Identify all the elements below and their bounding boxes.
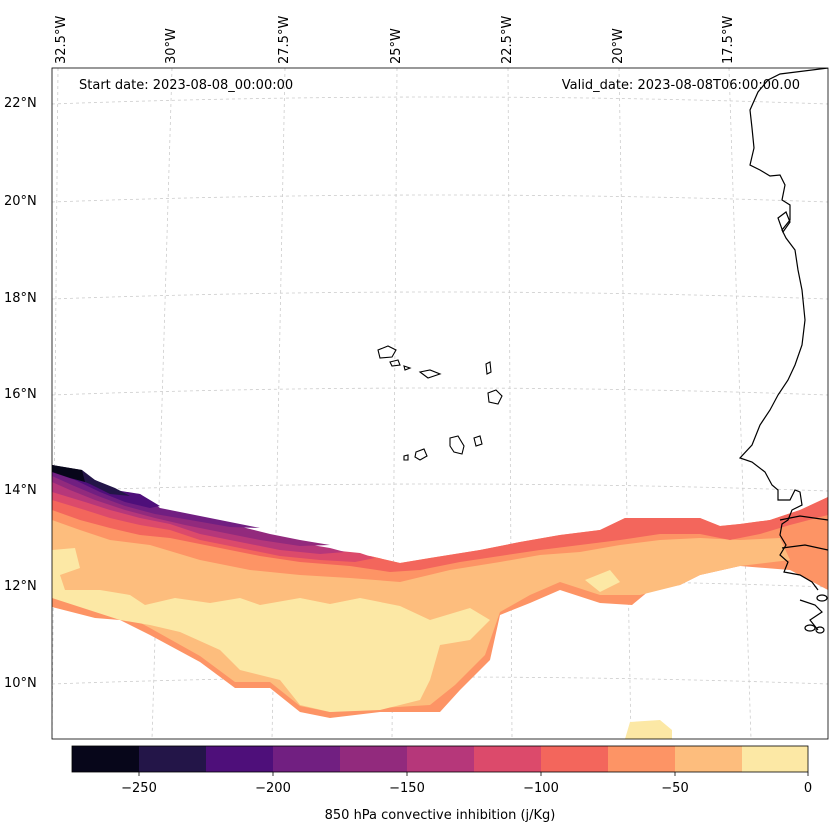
parallel-10N <box>52 676 828 685</box>
meridian-22.5W <box>507 68 513 739</box>
parallel-20N <box>52 194 828 203</box>
sao-vicente-island <box>389 359 401 367</box>
gambia-river <box>779 515 828 521</box>
fogo-island <box>414 448 428 461</box>
colorbar-segment-8 <box>541 746 608 772</box>
lon-label-25W: 25°W <box>389 28 404 64</box>
lat-label-10N: 10°N <box>4 676 37 691</box>
lon-label-27.5W: 27.5°W <box>277 15 292 64</box>
colorbar <box>71 745 809 776</box>
colorbar-segment-10 <box>675 746 742 772</box>
cin-band-minus25-0 <box>52 548 490 712</box>
lat-label-16N: 16°N <box>4 387 37 402</box>
santa-luzia-islet <box>403 365 412 371</box>
colorbar-segment-3 <box>206 746 273 772</box>
colorbar-tick-label: −100 <box>523 781 559 796</box>
colorbar-segment-7 <box>474 746 541 772</box>
cin-patch-east-pale <box>585 570 620 592</box>
coastlines <box>738 68 828 634</box>
parallel-22N <box>52 96 828 105</box>
map-frame <box>51 67 829 740</box>
colorbar-segment-4 <box>273 746 340 772</box>
colorbar-segment-11 <box>742 746 808 772</box>
lat-label-22N: 22°N <box>4 96 37 111</box>
lat-label-12N: 12°N <box>4 579 37 594</box>
colorbar-tick-label: −200 <box>255 781 291 796</box>
brava-island <box>403 454 409 461</box>
cin-band-minus100-minus75 <box>52 485 828 572</box>
lat-label-20N: 20°N <box>4 194 37 209</box>
parallel-16N <box>52 387 828 396</box>
colorbar-tick-label: 0 <box>803 781 813 796</box>
santiago-island <box>449 435 465 455</box>
casamance-border <box>781 544 828 551</box>
cape-verde-islands <box>377 345 503 461</box>
cin-band-minus125-minus100 <box>52 472 375 562</box>
sal-island <box>485 361 492 375</box>
cin-patch-south-pale <box>625 720 672 739</box>
meridian-32.5W <box>52 68 59 739</box>
lat-label-14N: 14°N <box>4 483 37 498</box>
colorbar-outline <box>71 745 809 773</box>
bijagos-island-2 <box>815 626 825 634</box>
lon-label-22.5W: 22.5°W <box>500 15 515 64</box>
colorbar-title: 850 hPa convective inhibition (j/Kg) <box>324 808 556 823</box>
boa-vista-island <box>487 389 503 405</box>
bijagos-island-1 <box>804 624 816 632</box>
colorbar-tick-label: −50 <box>661 781 689 796</box>
lon-label-32.5W: 32.5°W <box>54 15 69 64</box>
meridian-20W <box>618 68 632 739</box>
colorbar-ticks <box>138 772 809 776</box>
cin-contours <box>52 465 828 739</box>
canary-coast-small <box>777 211 791 234</box>
santo-antao-island <box>377 345 397 359</box>
parallel-14N <box>52 483 828 492</box>
bijagos-island-3 <box>816 594 828 602</box>
valid-date-label: Valid_date: 2023-08-08T06:00:00.00 <box>561 78 800 93</box>
colorbar-tick-label: −150 <box>389 781 425 796</box>
colorbar-segment-6 <box>407 746 474 772</box>
west-africa-coastline <box>738 68 828 591</box>
maio-island <box>473 435 483 447</box>
lon-label-20W: 20°W <box>611 28 626 64</box>
lon-label-17.5W: 17.5°W <box>721 15 736 64</box>
bissau-coast <box>799 599 823 631</box>
colorbar-segment-5 <box>340 746 407 772</box>
colorbar-segment-1 <box>72 746 139 772</box>
parallel-18N <box>52 291 828 300</box>
meridian-17.5W <box>728 68 752 739</box>
sao-nicolau-island <box>418 369 442 379</box>
lon-label-30W: 30°W <box>164 28 179 64</box>
colorbar-tick-label: −250 <box>121 781 157 796</box>
colorbar-segment-9 <box>608 746 675 772</box>
lat-label-18N: 18°N <box>4 291 37 306</box>
cin-band-minus275-minus250 <box>52 465 85 482</box>
start-date-label: Start date: 2023-08-08_00:00:00 <box>79 78 294 93</box>
colorbar-segment-2 <box>139 746 206 772</box>
